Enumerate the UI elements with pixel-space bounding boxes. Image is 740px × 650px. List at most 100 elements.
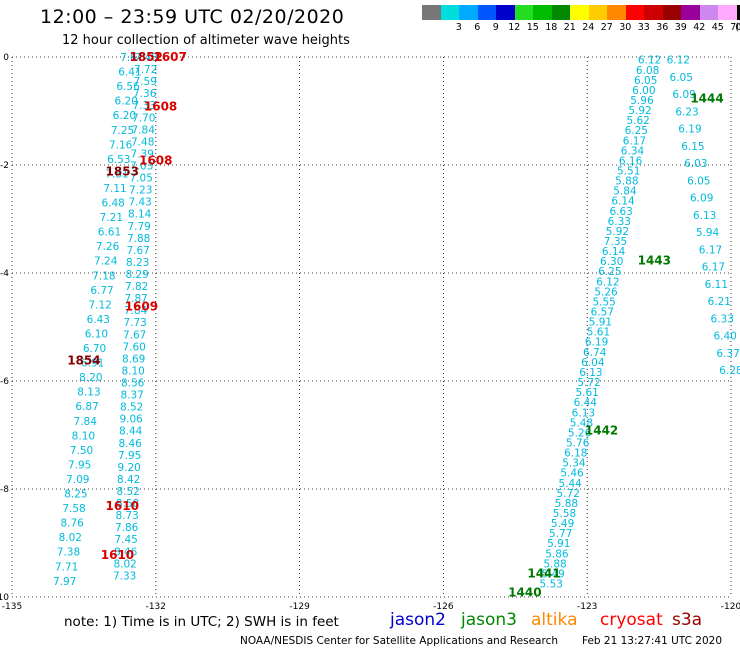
wave-height-value: 6.57 [591, 307, 614, 319]
footer-credit: NOAA/NESDIS Center for Satellite Applica… [240, 635, 558, 647]
wave-height-value: 8.52 [116, 486, 139, 498]
wave-height-value: 7.95 [68, 459, 91, 471]
wave-height-value: 7.11 [103, 183, 126, 195]
wave-height-value: 7.12 [88, 299, 111, 311]
wave-height-value: 7.86 [115, 522, 139, 534]
altimeter-track: 7.67 6.41 6.56 6.20 6.20 7.25 7.16 6.53 7.81 7.11… [53, 52, 143, 588]
wave-height-value: 6.17 [623, 135, 646, 147]
wave-height-value: 6.53 [107, 154, 130, 166]
wave-height-value: 7.58 [62, 503, 85, 515]
legend-label: 70 [730, 22, 740, 33]
wave-height-value: 8.46 [118, 438, 142, 450]
legend-swatch [533, 5, 552, 20]
wave-height-value: 5.49 [551, 518, 574, 530]
wave-height-value: 8.02 [113, 558, 136, 570]
wave-height-value: 5.92 [628, 105, 651, 117]
legend-swatch [440, 5, 459, 20]
wave-height-value: 7.26 [96, 241, 120, 253]
wave-height-value: 7.50 [70, 445, 93, 457]
wave-height-value: 5.61 [587, 327, 610, 339]
pass-time-label: 1610 [101, 548, 134, 562]
wave-height-value: 5.91 [589, 317, 612, 329]
wave-height-value: 6.77 [90, 285, 113, 297]
wave-height-value: 8.56 [121, 378, 145, 390]
wave-height-value: 7.33 [133, 100, 156, 112]
wave-height-value: 6.23 [675, 106, 698, 118]
wave-height-value: 6.08 [636, 65, 659, 77]
wave-height-value: 8.52 [120, 402, 143, 414]
wave-height-value: 8.44 [119, 426, 143, 438]
pass-time-label: 1610 [106, 499, 139, 513]
wave-height-value: 6.44 [574, 397, 598, 409]
wave-height-value: 6.11 [705, 279, 728, 291]
wave-height-value: 5.61 [575, 387, 598, 399]
wave-height-value: 7.38 [57, 547, 80, 559]
wave-height-value: 6.33 [711, 313, 734, 325]
wave-height-value: 7.24 [94, 256, 118, 268]
legend-swatch [570, 5, 589, 20]
wave-height-value: 6.03 [684, 158, 707, 170]
wave-height-value: 6.28 [719, 365, 740, 377]
wave-height-value: 6.04 [581, 357, 605, 369]
wave-height-value: 7.84 [74, 416, 98, 428]
legend-label: 27 [600, 22, 613, 33]
wave-height-value: 8.46 [114, 546, 138, 558]
color-scale-legend [422, 5, 740, 20]
wave-height-value: 6.48 [101, 198, 124, 210]
wave-height-value: 7.60 [122, 341, 145, 353]
pass-time-labels: 1852160716081608185316091854161016101444… [67, 50, 724, 600]
wave-height-value: 5.53 [540, 579, 563, 591]
wave-height-value: 7.87 [124, 293, 147, 305]
wave-height-value: 8.42 [117, 474, 140, 486]
wave-height-value: 5.96 [630, 95, 654, 107]
pass-time-label: 1852 [130, 50, 163, 64]
wave-height-value: 5.76 [566, 437, 590, 449]
wave-height-value: 7.48 [131, 136, 154, 148]
wave-height-value: 6.91 [81, 358, 104, 370]
wave-height-value: 7.36 [133, 88, 157, 100]
wave-height-value: 7.73 [123, 317, 146, 329]
satellite-legend-cryosat: cryosat [600, 610, 663, 630]
pass-time-label: 1440 [508, 586, 541, 600]
wave-height-value: 7.67 [126, 245, 149, 257]
wave-height-value: 6.34 [621, 145, 645, 157]
wave-height-value: 6.05 [687, 175, 710, 187]
lat-tick-label: -10 [0, 593, 9, 603]
wave-height-value: 6.56 [116, 81, 140, 93]
wave-height-value: 7.16 [109, 139, 133, 151]
wave-height-value: 8.58 [116, 498, 139, 510]
legend-label: 39 [674, 22, 687, 33]
legend-swatch [496, 5, 515, 20]
wave-height-value: 6.20 [113, 110, 136, 122]
satellite-legend-altika: altika [531, 610, 578, 630]
legend-swatch [718, 5, 737, 20]
wave-height-value: 5.46 [560, 468, 584, 480]
wave-height-value: 7.21 [100, 212, 123, 224]
chart-title: 12:00 – 23:59 UTC 02/20/2020 [40, 6, 345, 28]
pass-time-label: 1443 [638, 254, 671, 268]
wave-height-value: 8.73 [115, 510, 138, 522]
wave-height-value: 7.70 [132, 112, 155, 124]
wave-height-value: 6.33 [608, 216, 631, 228]
lon-tick-label: -135 [2, 602, 22, 612]
wave-height-value: 8.25 [64, 489, 87, 501]
lon-tick-label: -132 [146, 602, 166, 612]
wave-height-value: 7.35 [604, 236, 627, 248]
wave-height-value: 6.43 [87, 314, 110, 326]
wave-height-value: 6.19 [678, 124, 701, 136]
lat-tick-label: -2 [0, 161, 9, 171]
wave-height-value: 6.16 [619, 155, 643, 167]
lon-tick-label: -123 [577, 602, 597, 612]
wave-height-value: 7.81 [105, 168, 128, 180]
wave-height-value: 7.88 [127, 233, 150, 245]
lat-tick-label: 0 [3, 53, 9, 63]
wave-height-value: 5.88 [555, 498, 578, 510]
wave-height-value: 7.05 [130, 173, 153, 185]
legend-swatch [422, 5, 441, 20]
wave-height-value: 6.19 [585, 337, 608, 349]
wave-height-value: 5.86 [545, 548, 569, 560]
wave-height-value: 7.79 [127, 221, 150, 233]
altimeter-track: 6.12 6.05 6.09 6.23 6.19 6.15 6.03 6.05 6.09 6.13… [667, 55, 740, 378]
wave-height-value: 5.26 [594, 286, 618, 298]
lat-tick-label: -6 [0, 377, 9, 387]
